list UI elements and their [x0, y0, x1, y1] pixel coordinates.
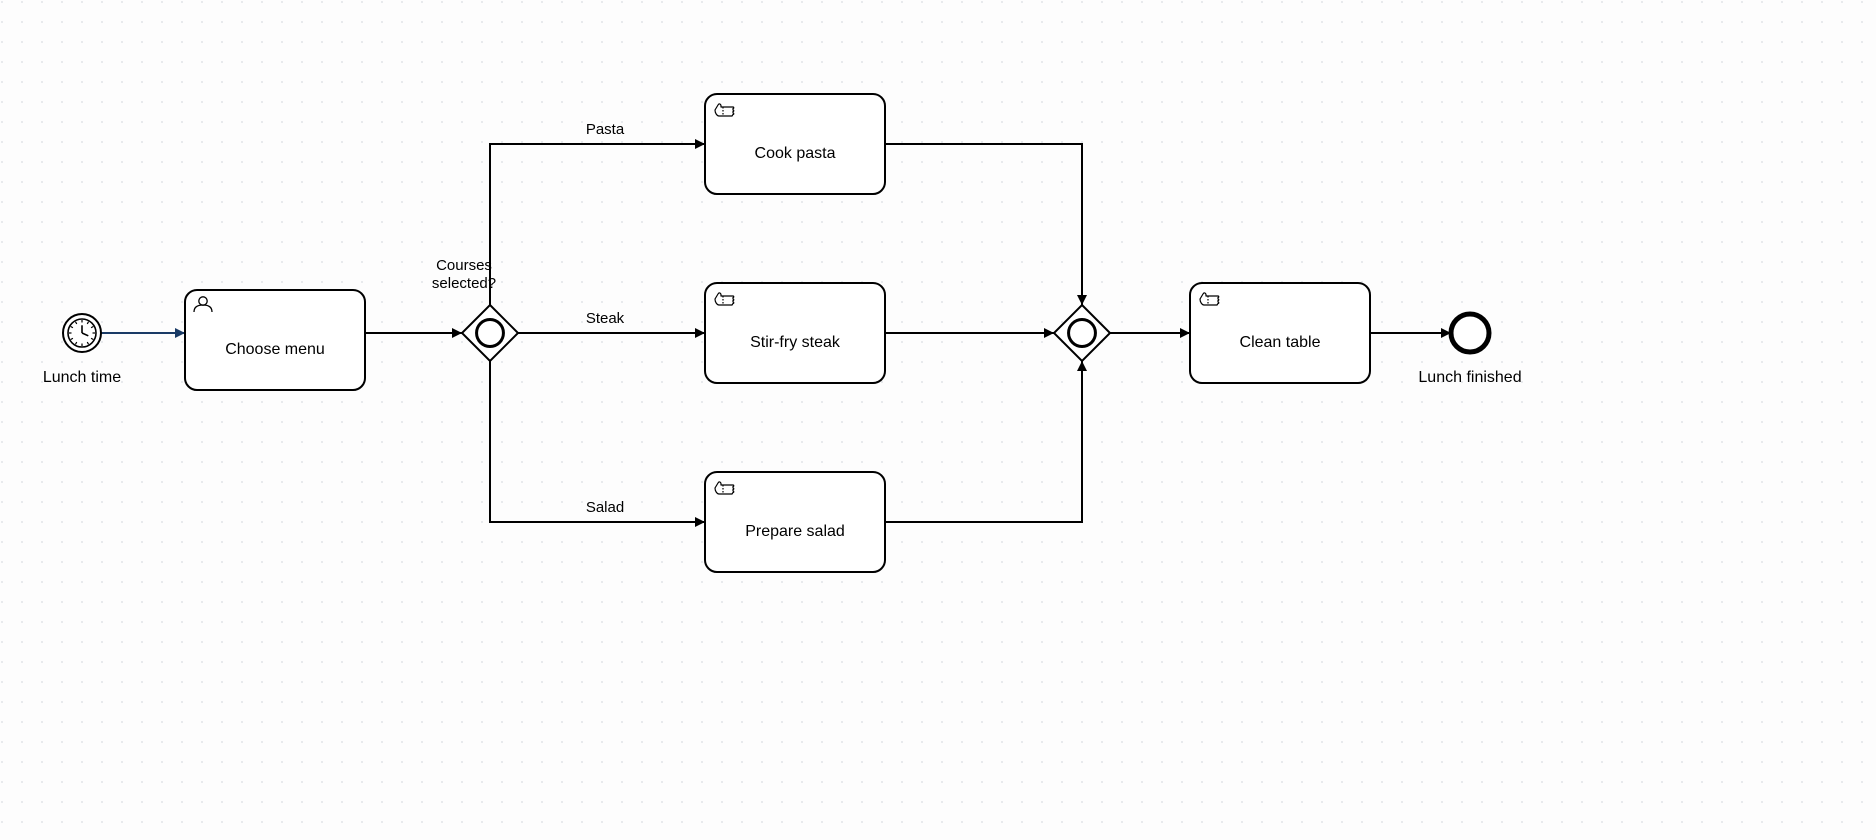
node-clean_table[interactable]	[1190, 283, 1370, 383]
gateway-label-gw_split-1: Courses	[436, 257, 492, 274]
node-start[interactable]	[63, 314, 101, 352]
node-stir_fry[interactable]	[705, 283, 885, 383]
node-cook_pasta[interactable]	[705, 94, 885, 194]
node-label-cook_pasta: Cook pasta	[755, 145, 836, 162]
node-end[interactable]	[1451, 314, 1489, 352]
node-label-stir_fry: Stir-fry steak	[750, 334, 841, 351]
node-prepare_salad[interactable]	[705, 472, 885, 572]
gateway-label-gw_split-2: selected?	[432, 275, 496, 292]
node-label-choose_menu: Choose menu	[225, 341, 325, 358]
node-label-clean_table: Clean table	[1240, 334, 1321, 351]
edge-label-e3: Pasta	[586, 121, 625, 138]
node-label-prepare_salad: Prepare salad	[745, 523, 845, 540]
edge-label-e4: Steak	[586, 310, 625, 327]
node-label-end: Lunch finished	[1418, 369, 1521, 386]
node-label-start: Lunch time	[43, 369, 121, 386]
edge-label-e5: Salad	[586, 499, 624, 516]
node-choose_menu[interactable]	[185, 290, 365, 390]
